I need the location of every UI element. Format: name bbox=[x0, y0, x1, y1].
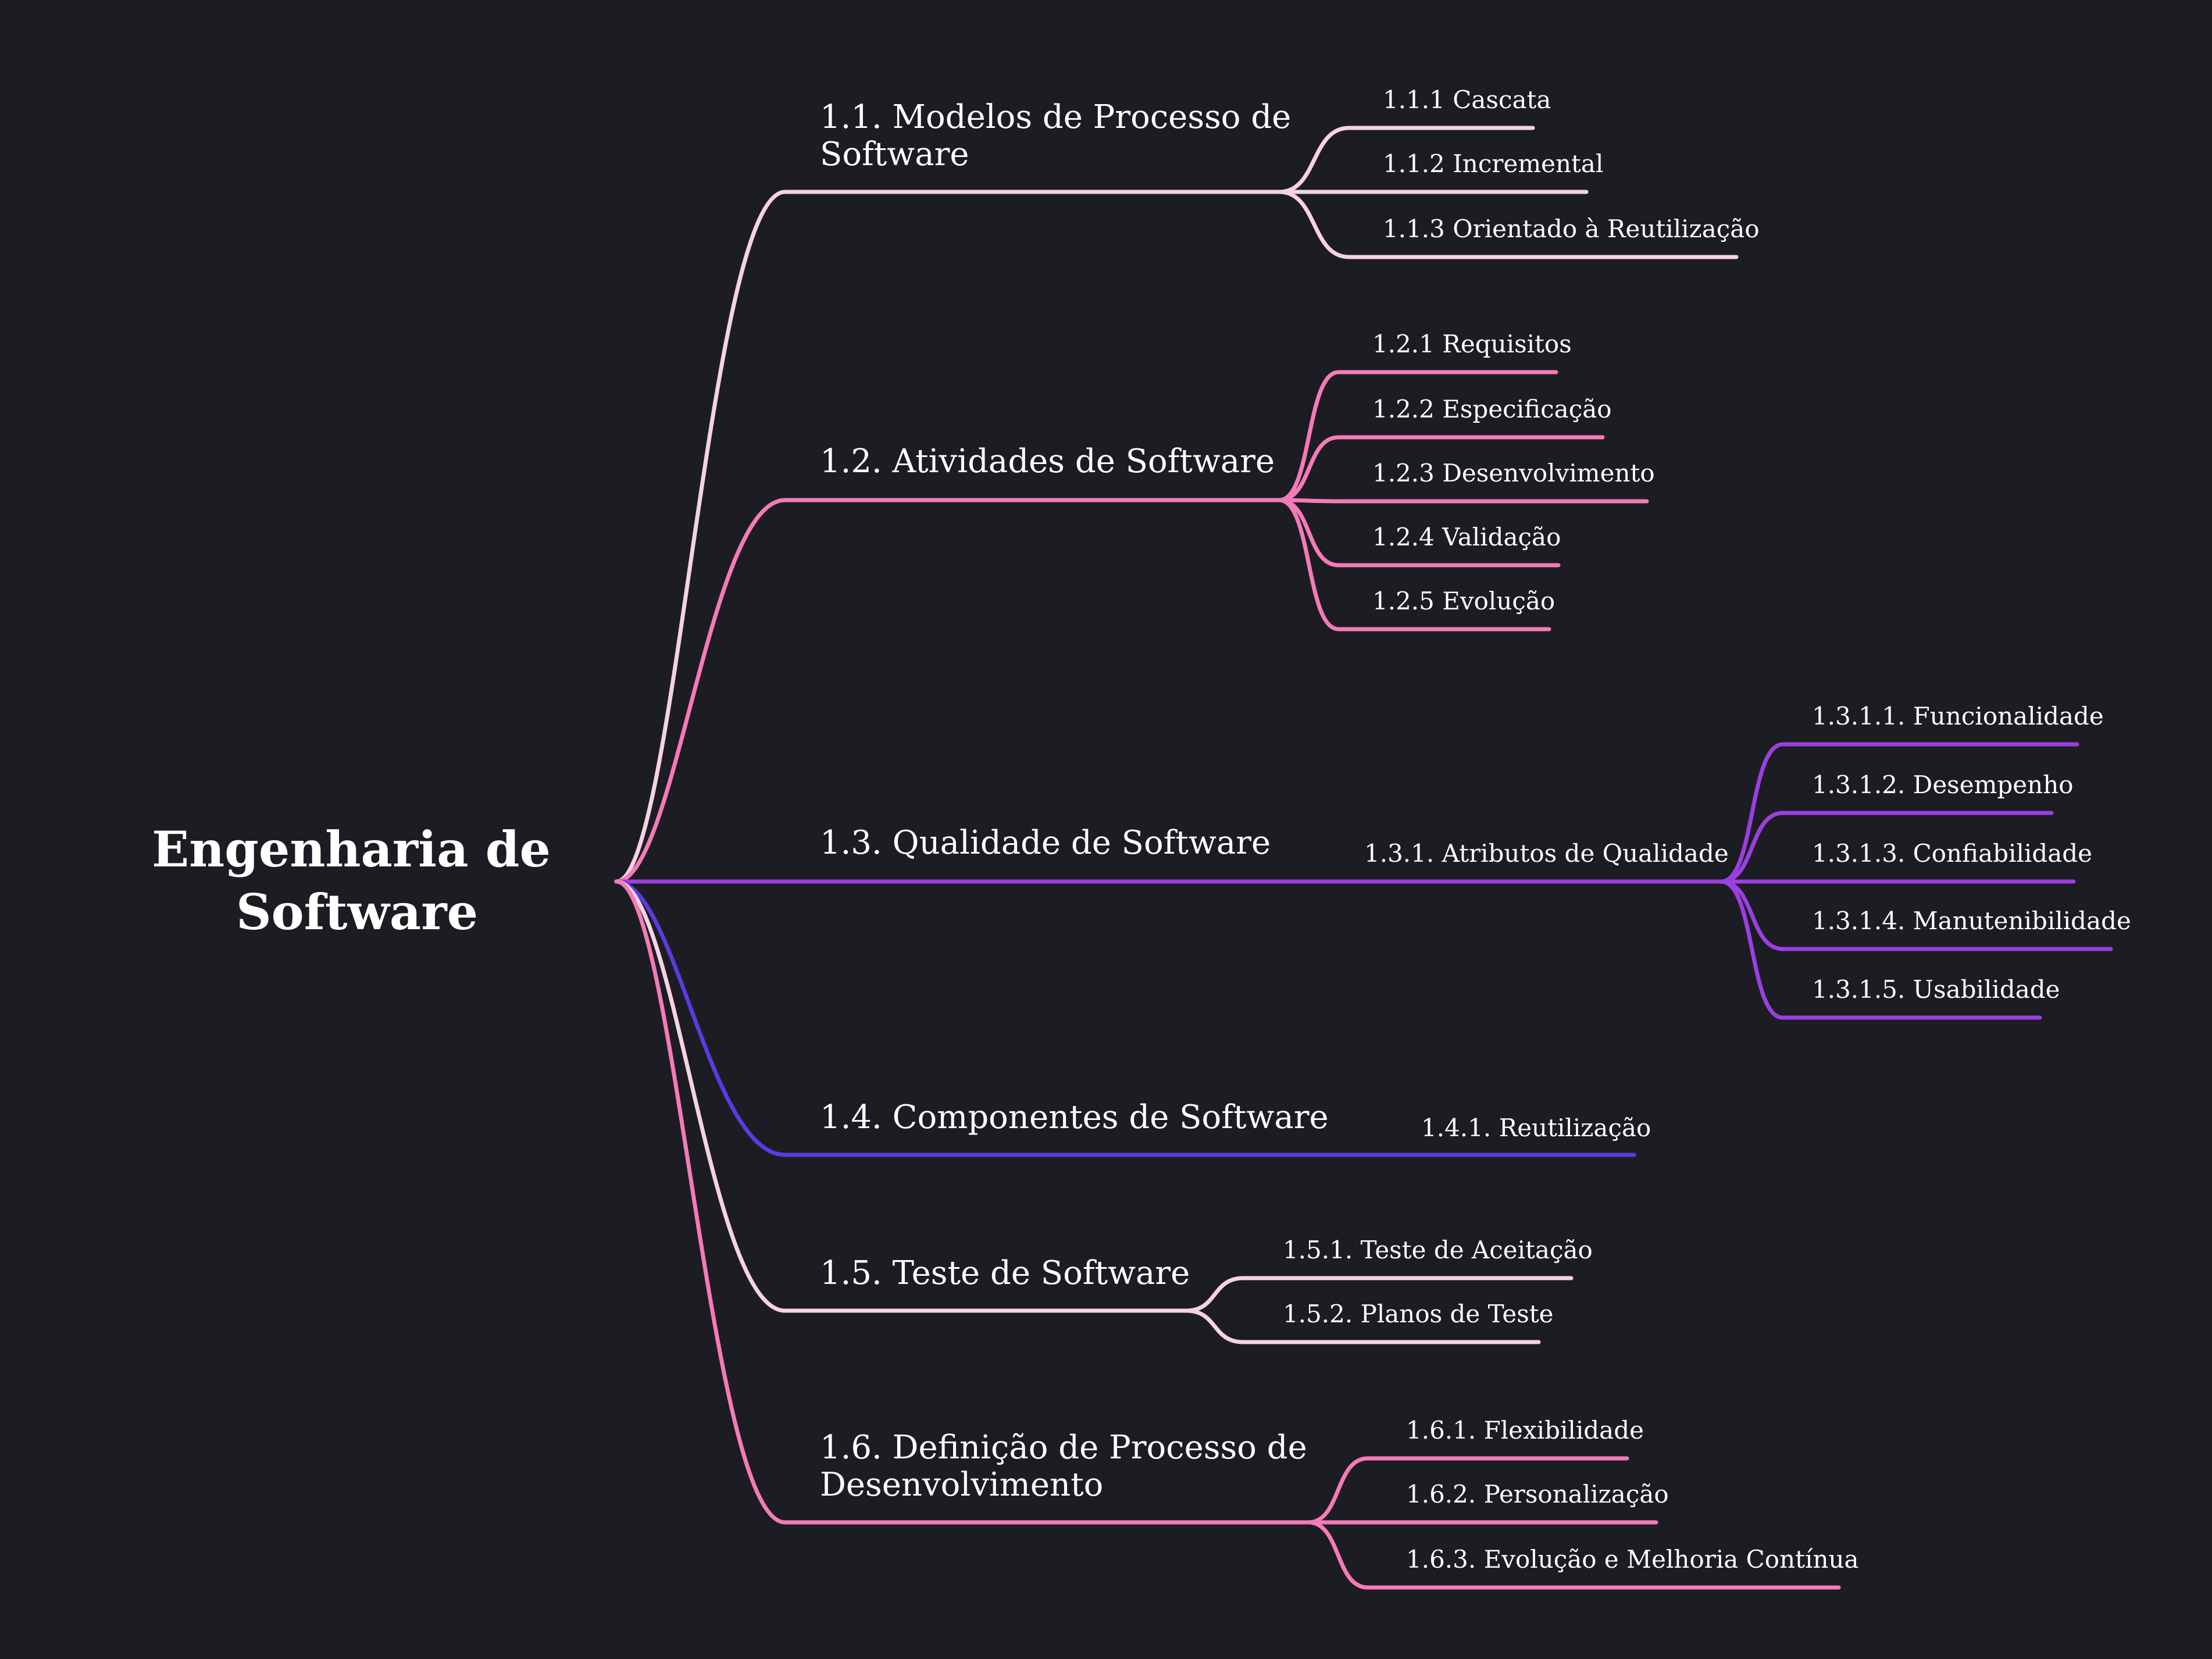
edge-teste-child-1 bbox=[1184, 1276, 1246, 1313]
branch-title-definicao: 1.6. Definição de Processo de bbox=[820, 1429, 1307, 1467]
child-node[interactable]: 1.6.2. Personalização bbox=[1406, 1480, 1669, 1508]
child-node[interactable]: 1.1.2 Incremental bbox=[1383, 149, 1603, 178]
branch-title-definicao-line-2: Desenvolvimento bbox=[820, 1466, 1103, 1504]
mind-map-edges bbox=[614, 126, 2113, 1590]
edge-definicao-child-3 bbox=[1306, 1520, 1370, 1590]
edge-teste-child-2 bbox=[1184, 1308, 1246, 1344]
leaf-node[interactable]: 1.3.1.5. Usabilidade bbox=[1812, 975, 2060, 1004]
edge-modelos-child-3 bbox=[1277, 190, 1351, 259]
child-node[interactable]: 1.2.2 Especificação bbox=[1372, 395, 1612, 423]
child-node[interactable]: 1.2.1 Requisitos bbox=[1372, 330, 1572, 358]
child-node[interactable]: 1.4.1. Reutilização bbox=[1421, 1114, 1651, 1142]
branch-title-componentes: 1.4. Componentes de Software bbox=[820, 1098, 1329, 1136]
edge-atributos-to-leaf-4 bbox=[1719, 879, 1785, 951]
branch-title-qualidade: 1.3. Qualidade de Software bbox=[820, 824, 1271, 862]
root-title-line-1: Engenharia de bbox=[152, 820, 551, 878]
child-node[interactable]: 1.6.3. Evolução e Melhoria Contínua bbox=[1406, 1545, 1859, 1574]
edge-root-to-teste bbox=[614, 879, 787, 1313]
branch-definicao[interactable]: 1.6. Definição de Processo deDesenvolvim… bbox=[820, 1416, 1859, 1574]
root-title-line-2: Software bbox=[236, 883, 478, 941]
edge-atividades-child-2 bbox=[1277, 435, 1341, 502]
child-node[interactable]: 1.6.1. Flexibilidade bbox=[1406, 1416, 1644, 1444]
child-node[interactable]: 1.2.4 Validação bbox=[1372, 523, 1561, 551]
branch-title-atividades: 1.2. Atividades de Software bbox=[820, 443, 1275, 480]
leaf-node[interactable]: 1.3.1.3. Confiabilidade bbox=[1812, 839, 2092, 868]
child-node[interactable]: 1.1.3 Orientado à Reutilização bbox=[1383, 215, 1760, 243]
child-node[interactable]: 1.2.5 Evolução bbox=[1372, 587, 1555, 615]
leaf-node[interactable]: 1.3.1.1. Funcionalidade bbox=[1812, 702, 2104, 730]
node-atributos-de-qualidade[interactable]: 1.3.1. Atributos de Qualidade bbox=[1364, 839, 1729, 868]
branch-atividades[interactable]: 1.2. Atividades de Software 1.2.1 Requisi… bbox=[820, 330, 1655, 615]
edge-atributos-to-leaf-1 bbox=[1719, 742, 1785, 884]
child-node[interactable]: 1.1.1 Cascata bbox=[1383, 85, 1551, 114]
child-node[interactable]: 1.2.3 Desenvolvimento bbox=[1372, 459, 1655, 487]
branch-componentes[interactable]: 1.4. Componentes de Software 1.4.1. Reuti… bbox=[820, 1098, 1651, 1142]
edge-root-to-definicao bbox=[614, 879, 787, 1525]
edge-root-to-atividades bbox=[614, 498, 787, 884]
branch-title-modelos-line-2: Software bbox=[820, 135, 969, 173]
branch-title-teste: 1.5. Teste de Software bbox=[820, 1254, 1190, 1292]
edge-atividades-child-5 bbox=[1277, 498, 1341, 632]
leaf-node[interactable]: 1.3.1.2. Desempenho bbox=[1812, 770, 2074, 799]
edge-atividades-child-1 bbox=[1277, 370, 1341, 502]
branch-qualidade[interactable]: 1.3. Qualidade de Software 1.3.1. Atribut… bbox=[820, 702, 2131, 1004]
leaf-node[interactable]: 1.3.1.4. Manutenibilidade bbox=[1812, 907, 2131, 935]
root-node[interactable]: Engenharia de Software bbox=[152, 820, 551, 941]
branch-teste[interactable]: 1.5. Teste de Software 1.5.1. Teste de Ac… bbox=[820, 1236, 1593, 1328]
child-node[interactable]: 1.5.1. Teste de Aceitação bbox=[1283, 1236, 1593, 1264]
edge-atributos-to-leaf-2 bbox=[1719, 811, 1785, 884]
edge-root-to-modelos bbox=[614, 190, 787, 884]
branch-title-modelos: 1.1. Modelos de Processo de bbox=[820, 98, 1291, 136]
child-node[interactable]: 1.5.2. Planos de Teste bbox=[1283, 1300, 1554, 1328]
edge-modelos-child-1 bbox=[1277, 126, 1351, 194]
edge-definicao-child-1 bbox=[1306, 1456, 1370, 1525]
edge-root-to-componentes bbox=[614, 879, 787, 1157]
edge-atributos-to-leaf-5 bbox=[1719, 879, 1785, 1020]
